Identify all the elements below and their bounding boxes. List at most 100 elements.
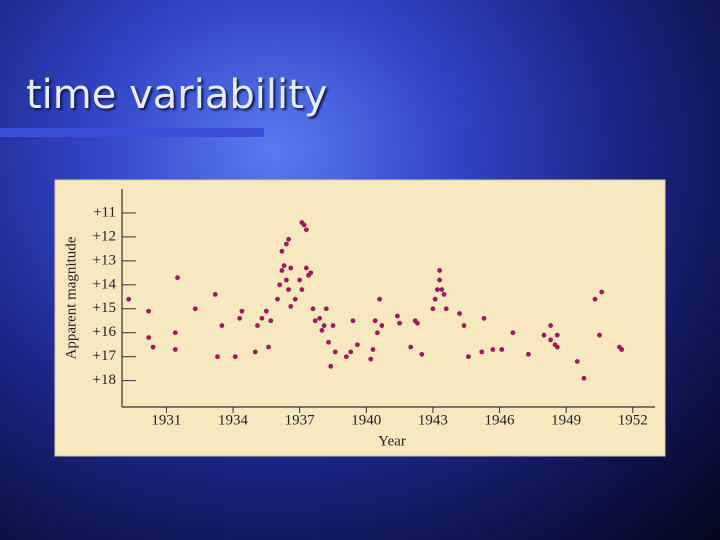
- data-point: [432, 296, 438, 302]
- y-tick-label: +16: [93, 324, 117, 340]
- data-point: [239, 308, 245, 314]
- data-point: [326, 339, 331, 345]
- data-point: [541, 332, 547, 338]
- data-point: [299, 287, 305, 293]
- y-tick-label: +12: [93, 228, 116, 244]
- data-point: [481, 315, 487, 321]
- data-point: [439, 287, 445, 293]
- data-point: [310, 306, 316, 312]
- data-point: [328, 363, 334, 369]
- data-point: [175, 275, 180, 281]
- slide-title: time variability: [26, 72, 328, 118]
- data-point: [286, 236, 291, 242]
- data-point: [277, 282, 283, 288]
- data-point: [237, 315, 243, 321]
- data-point: [288, 265, 294, 271]
- data-point: [275, 296, 280, 302]
- x-tick-label: 1946: [485, 412, 516, 428]
- data-point: [548, 323, 554, 328]
- data-point: [150, 344, 156, 350]
- data-point: [308, 270, 314, 276]
- data-point: [419, 351, 425, 357]
- data-point: [301, 222, 307, 228]
- data-point: [397, 320, 403, 326]
- data-point: [343, 354, 349, 360]
- data-point: [379, 323, 385, 328]
- data-point: [499, 347, 505, 352]
- data-point: [279, 268, 285, 273]
- data-point: [437, 268, 442, 273]
- data-point: [510, 330, 516, 336]
- data-point: [312, 318, 318, 324]
- data-point: [172, 330, 178, 336]
- data-point: [146, 308, 152, 314]
- data-point: [317, 315, 323, 321]
- x-tick-label: 1931: [151, 412, 181, 428]
- data-point: [283, 277, 289, 283]
- y-tick-label: +15: [93, 300, 116, 316]
- data-point: [303, 227, 309, 233]
- y-axis-label: Apparent magnitude: [63, 236, 79, 359]
- data-point: [126, 296, 132, 302]
- data-point: [215, 354, 220, 360]
- data-point: [172, 347, 178, 352]
- title-underline: [0, 128, 264, 137]
- data-point: [348, 349, 354, 355]
- data-point: [490, 347, 496, 352]
- data-point: [321, 323, 327, 328]
- chart-panel: [54, 179, 666, 457]
- data-point: [283, 241, 289, 247]
- x-tick-label: 1934: [218, 412, 249, 428]
- data-point: [394, 313, 400, 319]
- data-point: [443, 306, 449, 312]
- data-point: [434, 287, 440, 293]
- data-point: [288, 303, 294, 309]
- data-point: [592, 296, 598, 302]
- data-point: [574, 359, 580, 364]
- data-point: [297, 277, 303, 283]
- data-point: [292, 296, 298, 302]
- data-point: [374, 330, 380, 336]
- data-point: [466, 354, 471, 360]
- data-point: [279, 248, 285, 254]
- data-point: [368, 356, 374, 362]
- data-point: [441, 292, 447, 297]
- data-point: [619, 347, 625, 352]
- data-point: [266, 344, 271, 350]
- data-point: [554, 344, 560, 350]
- data-point: [355, 342, 360, 348]
- data-point: [268, 318, 274, 324]
- data-point: [192, 306, 198, 312]
- data-point: [581, 375, 587, 381]
- data-point: [377, 296, 383, 302]
- data-point: [548, 337, 554, 343]
- data-point: [430, 306, 436, 312]
- data-point: [526, 351, 531, 357]
- data-point: [212, 292, 218, 297]
- x-axis-label: Year: [378, 433, 406, 449]
- data-point: [461, 323, 467, 328]
- data-point: [554, 332, 560, 338]
- data-point: [259, 315, 265, 321]
- data-point: [286, 287, 291, 293]
- x-tick-label: 1937: [285, 412, 316, 428]
- data-point: [232, 354, 238, 360]
- data-point: [408, 344, 414, 350]
- data-point: [479, 349, 485, 355]
- x-tick-label: 1943: [418, 412, 448, 428]
- data-point: [350, 318, 356, 324]
- data-point: [372, 318, 378, 324]
- data-point: [332, 349, 338, 355]
- data-point: [330, 323, 336, 328]
- data-point: [255, 323, 260, 328]
- y-tick-label: +14: [93, 276, 117, 292]
- data-point: [252, 349, 258, 355]
- data-point: [597, 332, 602, 338]
- y-tick-label: +11: [93, 204, 116, 220]
- data-point: [323, 306, 329, 312]
- data-point: [370, 347, 376, 352]
- data-point: [146, 335, 152, 340]
- data-point: [319, 327, 325, 333]
